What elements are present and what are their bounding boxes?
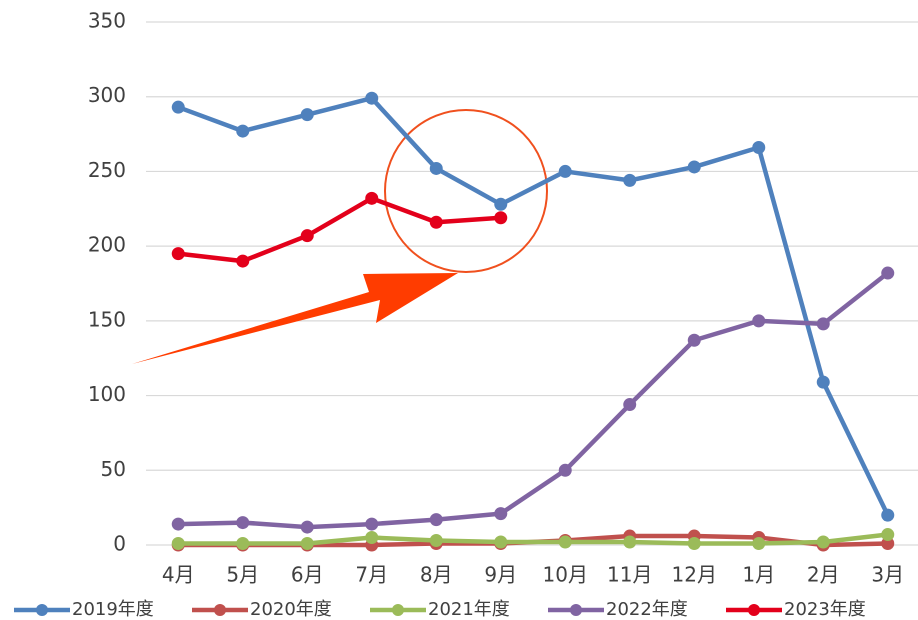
legend-marker	[570, 604, 582, 616]
data-point	[494, 507, 508, 521]
data-point	[236, 254, 250, 268]
legend-marker	[392, 604, 404, 616]
arrow	[132, 273, 458, 364]
data-point	[429, 215, 443, 229]
data-point	[236, 124, 250, 138]
x-tick-label: 8月	[420, 563, 453, 587]
x-tick-label: 1月	[742, 563, 775, 587]
data-point	[623, 535, 637, 549]
data-point	[881, 537, 895, 551]
data-point	[365, 517, 379, 531]
data-point	[365, 531, 379, 545]
legend-label: 2021年度	[428, 599, 510, 620]
data-point	[365, 191, 379, 205]
data-point	[816, 535, 830, 549]
y-tick-label: 50	[101, 457, 126, 481]
data-point	[752, 141, 766, 155]
data-point	[881, 528, 895, 542]
legend-marker	[748, 604, 760, 616]
data-point	[687, 537, 701, 551]
y-tick-label: 0	[113, 532, 126, 556]
y-tick-label: 100	[88, 382, 126, 406]
data-point	[300, 229, 314, 243]
x-tick-label: 3月	[871, 563, 904, 587]
highlight-circle	[384, 109, 548, 273]
data-point	[365, 91, 379, 105]
data-point	[881, 508, 895, 522]
legend-label: 2023年度	[784, 599, 866, 620]
x-tick-label: 11月	[607, 563, 652, 587]
data-point	[687, 333, 701, 347]
series-line	[178, 271, 890, 530]
data-point	[494, 211, 508, 225]
data-point	[171, 247, 185, 261]
data-point	[236, 516, 250, 530]
x-tick-label: 7月	[355, 563, 388, 587]
legend-label: 2020年度	[250, 599, 332, 620]
series-line	[177, 95, 890, 517]
x-tick-label: 10月	[543, 563, 588, 587]
data-point	[816, 375, 830, 389]
data-point	[623, 398, 637, 412]
data-point	[558, 463, 572, 477]
legend-marker	[36, 604, 48, 616]
data-point	[558, 535, 572, 549]
y-tick-label: 150	[88, 307, 126, 331]
data-point	[494, 197, 508, 211]
x-tick-label: 2月	[807, 563, 840, 587]
data-point	[300, 108, 314, 122]
data-point	[171, 100, 185, 114]
x-tick-label: 4月	[162, 563, 195, 587]
legend-label: 2019年度	[72, 599, 154, 620]
data-point	[752, 314, 766, 328]
data-point	[171, 537, 185, 551]
data-point	[494, 535, 508, 549]
y-tick-label: 350	[88, 9, 126, 33]
data-point	[236, 537, 250, 551]
series-line	[178, 532, 889, 546]
x-tick-label: 9月	[484, 563, 517, 587]
data-point	[687, 160, 701, 174]
series-line	[177, 196, 501, 264]
legend-marker	[214, 604, 226, 616]
data-point	[429, 513, 443, 527]
data-point	[300, 537, 314, 551]
data-point	[881, 266, 895, 280]
y-tick-label: 200	[88, 233, 126, 257]
data-point	[429, 534, 443, 548]
legend-label: 2022年度	[606, 599, 688, 620]
y-tick-label: 300	[88, 83, 126, 107]
data-point	[300, 520, 314, 534]
data-point	[752, 537, 766, 551]
data-point	[558, 164, 572, 178]
x-tick-label: 6月	[291, 563, 324, 587]
data-point	[816, 317, 830, 331]
x-tick-label: 5月	[226, 563, 259, 587]
data-point	[171, 517, 185, 531]
data-point	[429, 161, 443, 175]
x-tick-label: 12月	[672, 563, 717, 587]
y-tick-label: 250	[88, 158, 126, 182]
data-point	[623, 173, 637, 187]
